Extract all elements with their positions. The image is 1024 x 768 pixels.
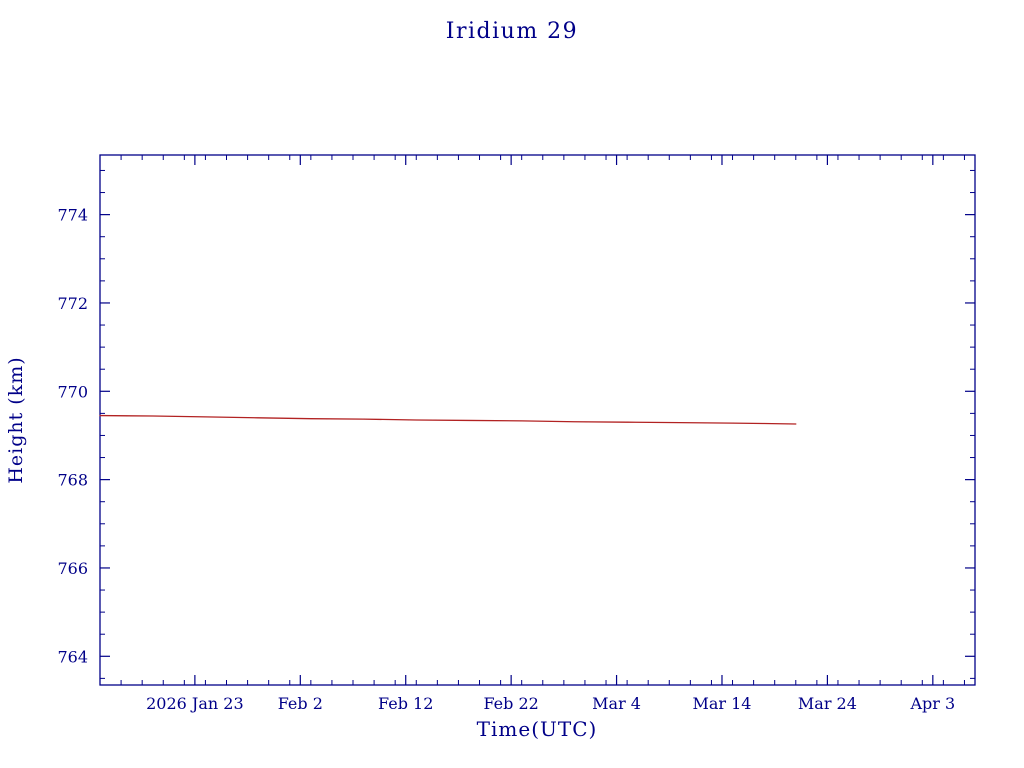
- y-tick-label: 774: [57, 206, 88, 225]
- x-tick-label: Mar 4: [592, 694, 641, 713]
- y-tick-label: 770: [57, 382, 88, 401]
- y-tick-label: 766: [57, 559, 88, 578]
- height-series-line: [99, 414, 797, 425]
- x-tick-label: Mar 14: [692, 694, 751, 713]
- x-tick-label: Feb 12: [378, 694, 433, 713]
- axes-layer: 2026 Jan 23 Feb 2 Feb 12 Feb 22 Mar 4 Mar 14 M…: [57, 154, 976, 713]
- y-tick-label: 768: [57, 471, 88, 490]
- plot-frame: [99, 154, 976, 686]
- y-tick-label: 764: [57, 647, 88, 666]
- x-tick-label: Apr 3: [909, 694, 955, 713]
- x-tick-label: Feb 2: [278, 694, 323, 713]
- y-axis-label: Height (km): [5, 356, 27, 483]
- series-layer: [99, 414, 797, 425]
- chart-title: Iridium 29: [446, 19, 578, 44]
- x-axis-label: Time(UTC): [477, 717, 598, 741]
- x-tick-label: Feb 22: [483, 694, 538, 713]
- y-tick-label: 772: [57, 294, 88, 313]
- x-tick-label: 2026 Jan 23: [146, 694, 244, 713]
- x-tick-label: Mar 24: [798, 694, 857, 713]
